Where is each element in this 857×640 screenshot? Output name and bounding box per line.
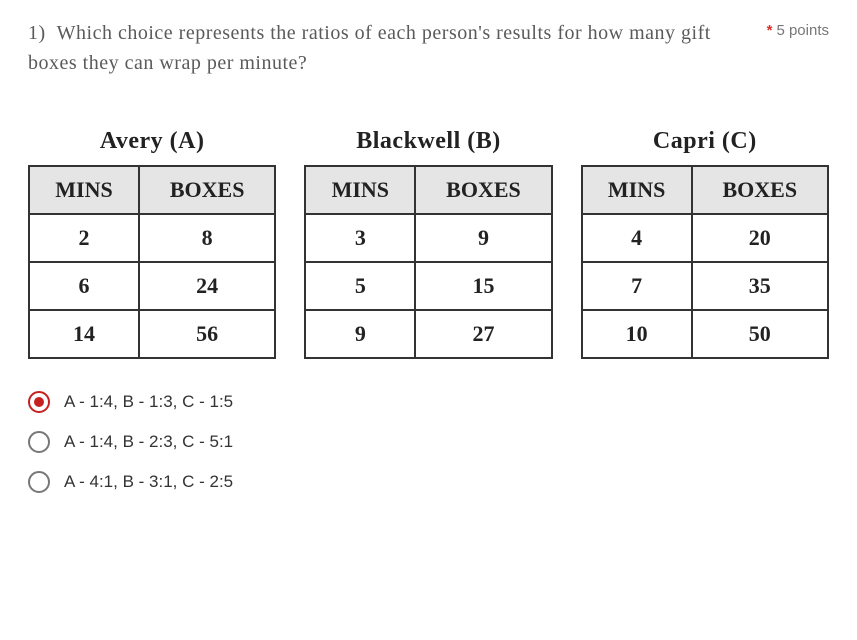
cell: 6 — [29, 262, 139, 310]
cell: 2 — [29, 214, 139, 262]
question-header: 1) Which choice represents the ratios of… — [28, 18, 829, 78]
table-header-row: MINS BOXES — [582, 166, 828, 214]
data-table-avery: MINS BOXES 28 624 1456 — [28, 165, 276, 359]
col-header-boxes: BOXES — [139, 166, 275, 214]
table-row: 515 — [305, 262, 551, 310]
option-1[interactable]: A - 1:4, B - 1:3, C - 1:5 — [28, 391, 829, 413]
table-header-row: MINS BOXES — [29, 166, 275, 214]
table-row: 28 — [29, 214, 275, 262]
table-row: 735 — [582, 262, 828, 310]
table-blackwell: Blackwell (B) MINS BOXES 39 515 927 — [304, 128, 552, 359]
option-2[interactable]: A - 1:4, B - 2:3, C - 5:1 — [28, 431, 829, 453]
answer-options: A - 1:4, B - 1:3, C - 1:5 A - 1:4, B - 2… — [28, 391, 829, 493]
cell: 9 — [415, 214, 551, 262]
question-number: 1) — [28, 22, 46, 44]
table-row: 927 — [305, 310, 551, 358]
table-row: 39 — [305, 214, 551, 262]
col-header-boxes: BOXES — [692, 166, 828, 214]
question-body: Which choice represents the ratios of ea… — [28, 22, 711, 74]
cell: 10 — [582, 310, 692, 358]
table-row: 420 — [582, 214, 828, 262]
table-row: 624 — [29, 262, 275, 310]
table-row: 1050 — [582, 310, 828, 358]
radio-icon — [28, 391, 50, 413]
col-header-mins: MINS — [305, 166, 415, 214]
option-label: A - 4:1, B - 3:1, C - 2:5 — [64, 472, 233, 492]
col-header-mins: MINS — [582, 166, 692, 214]
table-title-capri: Capri (C) — [581, 128, 829, 155]
tables-container: Avery (A) MINS BOXES 28 624 1456 Blackwe… — [28, 128, 829, 359]
radio-icon — [28, 431, 50, 453]
table-avery: Avery (A) MINS BOXES 28 624 1456 — [28, 128, 276, 359]
cell: 4 — [582, 214, 692, 262]
cell: 15 — [415, 262, 551, 310]
cell: 9 — [305, 310, 415, 358]
col-header-boxes: BOXES — [415, 166, 551, 214]
question-text: 1) Which choice represents the ratios of… — [28, 18, 757, 78]
table-capri: Capri (C) MINS BOXES 420 735 1050 — [581, 128, 829, 359]
data-table-capri: MINS BOXES 420 735 1050 — [581, 165, 829, 359]
cell: 5 — [305, 262, 415, 310]
table-row: 1456 — [29, 310, 275, 358]
cell: 3 — [305, 214, 415, 262]
cell: 35 — [692, 262, 828, 310]
table-header-row: MINS BOXES — [305, 166, 551, 214]
option-label: A - 1:4, B - 1:3, C - 1:5 — [64, 392, 233, 412]
cell: 50 — [692, 310, 828, 358]
points-value: 5 points — [776, 22, 829, 39]
cell: 24 — [139, 262, 275, 310]
cell: 27 — [415, 310, 551, 358]
points-label: *5 points — [767, 18, 829, 39]
cell: 8 — [139, 214, 275, 262]
cell: 14 — [29, 310, 139, 358]
option-3[interactable]: A - 4:1, B - 3:1, C - 2:5 — [28, 471, 829, 493]
radio-dot-icon — [34, 397, 44, 407]
cell: 56 — [139, 310, 275, 358]
required-asterisk: * — [767, 22, 773, 39]
cell: 7 — [582, 262, 692, 310]
table-title-avery: Avery (A) — [28, 128, 276, 155]
cell: 20 — [692, 214, 828, 262]
option-label: A - 1:4, B - 2:3, C - 5:1 — [64, 432, 233, 452]
col-header-mins: MINS — [29, 166, 139, 214]
table-title-blackwell: Blackwell (B) — [304, 128, 552, 155]
data-table-blackwell: MINS BOXES 39 515 927 — [304, 165, 552, 359]
radio-icon — [28, 471, 50, 493]
